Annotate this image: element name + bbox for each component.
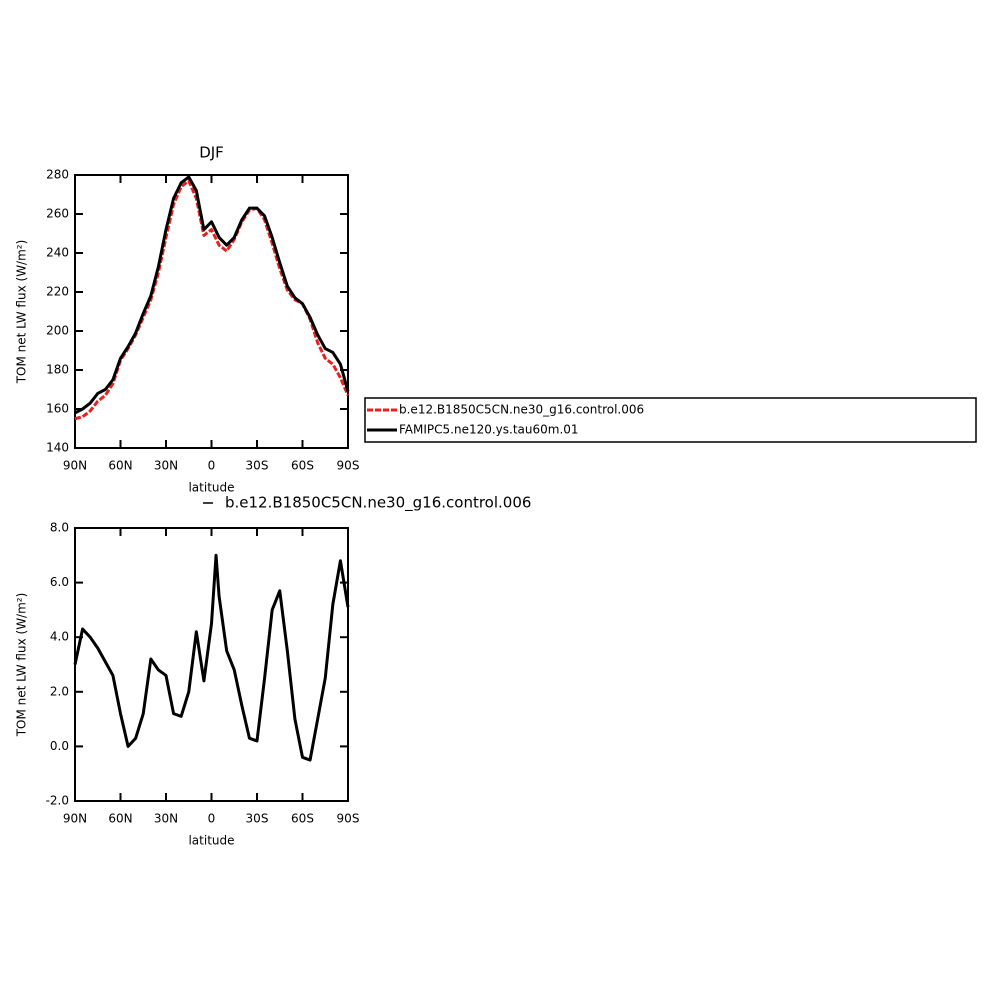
y-tick-label: 240 — [46, 246, 69, 260]
x-tick-label: 60S — [291, 459, 314, 473]
x-tick-label: 90S — [337, 459, 360, 473]
x-axis-label: latitude — [188, 481, 234, 495]
y-tick-label: 260 — [46, 207, 69, 221]
x-tick-label: 90S — [337, 812, 360, 826]
x-tick-label: 60S — [291, 812, 314, 826]
x-tick-label: 30S — [246, 459, 269, 473]
data-line — [74, 175, 350, 415]
x-tick-label: 0 — [208, 459, 216, 473]
x-tick-label: 30N — [154, 459, 178, 473]
data-line — [73, 553, 350, 762]
y-axis-label: TOM net LW flux (W/m²) — [15, 593, 29, 738]
x-tick-label: 0 — [208, 812, 216, 826]
y-tick-label: -2.0 — [46, 794, 69, 808]
x-tick-label: 30N — [154, 812, 178, 826]
x-tick-label: 60N — [108, 812, 132, 826]
y-tick-label: 4.0 — [50, 630, 69, 644]
y-tick-label: 8.0 — [50, 521, 69, 535]
y-tick-label: 280 — [46, 168, 69, 182]
y-tick-label: 200 — [46, 324, 69, 338]
y-tick-label: 0.0 — [50, 739, 69, 753]
x-tick-label: 30S — [246, 812, 269, 826]
chart-title: DJF — [199, 144, 224, 162]
data-line — [74, 179, 350, 421]
y-tick-label: 6.0 — [50, 575, 69, 589]
legend-label: b.e12.B1850C5CN.ne30_g16.control.006 — [399, 403, 644, 417]
y-axis-label: TOM net LW flux (W/m²) — [15, 240, 29, 385]
legend-box — [364, 397, 977, 443]
y-tick-label: 140 — [46, 441, 69, 455]
plot-frame — [74, 174, 349, 449]
y-tick-label: 220 — [46, 285, 69, 299]
legend-label: b.e12.B1850C5CN.ne30_g16.control.006 — [225, 494, 531, 513]
y-tick-label: 160 — [46, 402, 69, 416]
x-tick-label: 60N — [108, 459, 132, 473]
y-tick-label: 180 — [46, 363, 69, 377]
x-tick-label: 90N — [63, 812, 87, 826]
y-tick-label: 2.0 — [50, 684, 69, 698]
x-axis-label: latitude — [188, 834, 234, 848]
x-tick-label: 90N — [63, 459, 87, 473]
legend-label: FAMIPC5.ne120.ys.tau60m.01 — [399, 423, 579, 437]
